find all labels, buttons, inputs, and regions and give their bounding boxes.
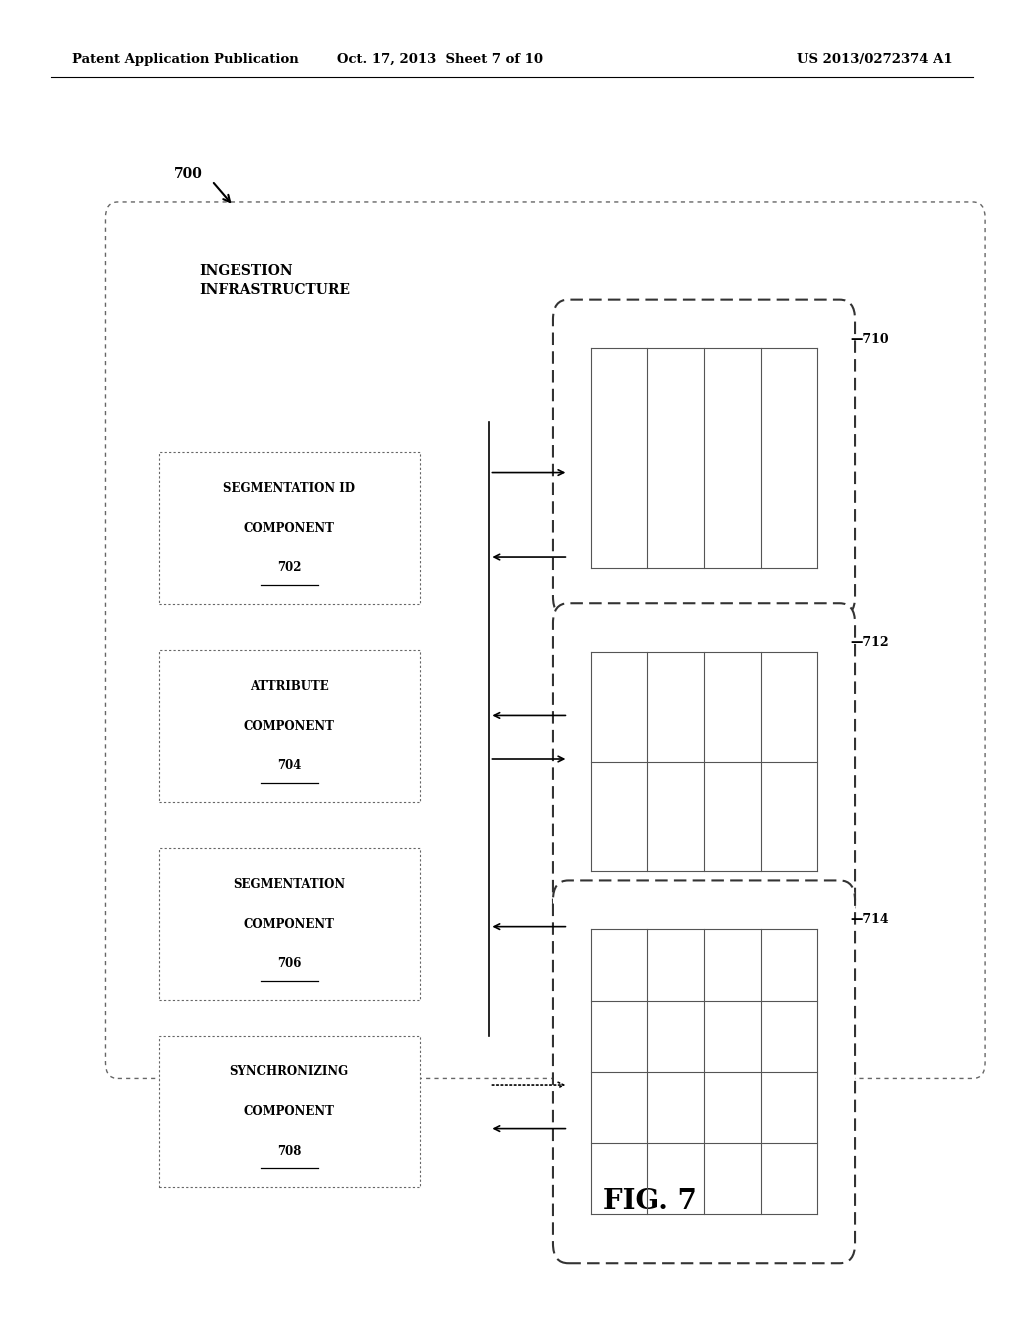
Text: Oct. 17, 2013  Sheet 7 of 10: Oct. 17, 2013 Sheet 7 of 10 bbox=[337, 53, 544, 66]
Text: US 2013/0272374 A1: US 2013/0272374 A1 bbox=[797, 53, 952, 66]
FancyBboxPatch shape bbox=[553, 880, 855, 1263]
Text: FIG. 7: FIG. 7 bbox=[603, 1188, 697, 1214]
Text: COMPONENT: COMPONENT bbox=[244, 719, 335, 733]
Text: 702: 702 bbox=[278, 561, 301, 574]
Text: COMPONENT: COMPONENT bbox=[244, 917, 335, 931]
Text: ATTRIBUTE: ATTRIBUTE bbox=[250, 680, 329, 693]
FancyBboxPatch shape bbox=[553, 300, 855, 616]
Text: SEGMENTATION: SEGMENTATION bbox=[233, 878, 345, 891]
Text: COMPONENT: COMPONENT bbox=[244, 521, 335, 535]
Text: 704: 704 bbox=[278, 759, 301, 772]
Text: COMPONENT: COMPONENT bbox=[244, 1105, 335, 1118]
Text: INGESTION
INFRASTRUCTURE: INGESTION INFRASTRUCTURE bbox=[200, 264, 350, 297]
Text: SEGMENTATION ID: SEGMENTATION ID bbox=[223, 482, 355, 495]
Text: 708: 708 bbox=[278, 1144, 301, 1158]
Text: —712: —712 bbox=[850, 636, 889, 649]
FancyBboxPatch shape bbox=[159, 451, 420, 605]
FancyBboxPatch shape bbox=[553, 603, 855, 920]
FancyBboxPatch shape bbox=[159, 849, 420, 1001]
Text: —710: —710 bbox=[850, 333, 889, 346]
Text: SYNCHRONIZING: SYNCHRONIZING bbox=[229, 1065, 349, 1078]
FancyBboxPatch shape bbox=[159, 649, 420, 801]
Text: 700: 700 bbox=[174, 168, 203, 181]
Text: 706: 706 bbox=[278, 957, 301, 970]
FancyBboxPatch shape bbox=[159, 1035, 420, 1188]
Text: Patent Application Publication: Patent Application Publication bbox=[72, 53, 298, 66]
Text: —714: —714 bbox=[850, 913, 889, 927]
